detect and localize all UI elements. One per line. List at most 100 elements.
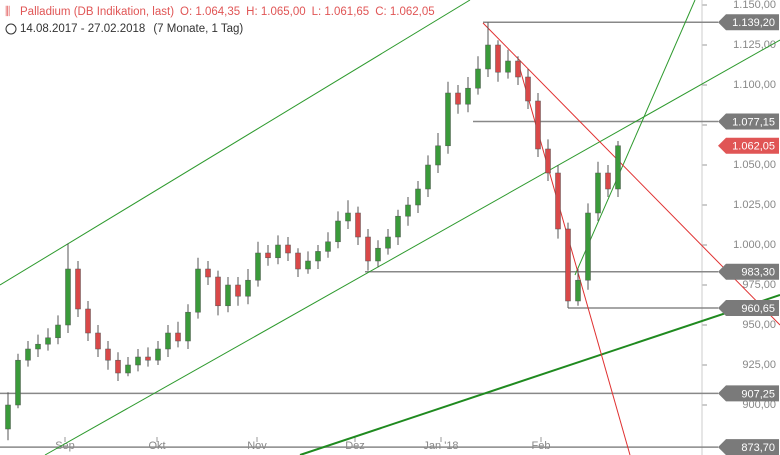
- level-box: [718, 113, 779, 130]
- candle-body: [155, 348, 161, 361]
- candle-body: [245, 279, 251, 297]
- candle-body: [285, 244, 291, 254]
- candle-body: [345, 212, 351, 222]
- candle-body: [105, 348, 111, 361]
- candle-body: [295, 252, 301, 270]
- candle-body: [65, 268, 71, 326]
- candle-body: [25, 348, 31, 361]
- level-label: 1.139,20: [732, 17, 775, 29]
- level-box: [718, 439, 779, 455]
- candle-body: [135, 356, 141, 366]
- x-tick-label: Feb: [532, 440, 551, 452]
- level-box: [718, 299, 779, 316]
- candle-body: [455, 92, 461, 105]
- level-box: [718, 263, 779, 280]
- candle-body: [55, 324, 61, 339]
- candle-body: [495, 44, 501, 73]
- candle-body: [475, 68, 481, 89]
- candle-body: [355, 212, 361, 238]
- candle-body: [35, 343, 41, 350]
- candle-body: [555, 172, 561, 230]
- candle-body: [235, 284, 241, 297]
- candle-body: [505, 60, 511, 73]
- candle-body: [265, 252, 271, 259]
- candle-body: [115, 359, 121, 374]
- x-tick-label: Dez: [345, 440, 365, 452]
- level-label: 983,30: [741, 267, 775, 279]
- level-box: [718, 385, 779, 402]
- candle-body: [365, 236, 371, 262]
- ohlc-open: O: 1.064,35: [180, 6, 240, 18]
- header: ⫼ Palladium (DB Indikation, last) O: 1.06…: [5, 5, 435, 35]
- candle-body: [15, 359, 21, 406]
- level-label: 960,65: [741, 303, 775, 315]
- candle-body: [185, 311, 191, 342]
- candle-body: [485, 44, 491, 70]
- y-tick-label: 1.150,00: [733, 0, 776, 11]
- candle-body: [575, 279, 581, 302]
- candle-body: [255, 252, 261, 281]
- level-label: 873,70: [741, 442, 775, 454]
- candle-body: [445, 92, 451, 147]
- level-label: 907,25: [741, 388, 775, 400]
- level-box: [718, 137, 779, 154]
- candle-body: [605, 172, 611, 190]
- x-tick-label: Nov: [247, 440, 267, 452]
- candle-body: [375, 247, 381, 262]
- candle-body: [145, 356, 151, 361]
- candle-body: [425, 164, 431, 190]
- date-range: 14.08.2017 - 27.02.2018: [20, 23, 145, 35]
- ohlc-close: C: 1.062,05: [375, 6, 434, 18]
- y-tick-label: 1.050,00: [733, 159, 776, 171]
- candle-body: [615, 145, 621, 190]
- candle-body: [215, 276, 221, 307]
- candle-body: [545, 148, 551, 174]
- candle-body: [515, 60, 521, 78]
- candle-body: [75, 268, 81, 310]
- candle-body: [205, 268, 211, 278]
- instrument-name: Palladium (DB Indikation, last): [20, 6, 174, 18]
- candle-body: [435, 145, 441, 166]
- candle-body: [325, 241, 331, 252]
- candle-body: [275, 244, 281, 259]
- x-tick-label: Okt: [148, 440, 165, 452]
- candle-body: [85, 308, 91, 334]
- level-label: 1.077,15: [732, 116, 775, 128]
- candle-body: [335, 220, 341, 243]
- y-tick-label: 950,00: [742, 319, 776, 331]
- candle-body: [95, 332, 101, 350]
- candle-body: [535, 100, 541, 150]
- x-tick-label: Sep: [55, 440, 75, 452]
- y-tick-label: 1.000,00: [733, 239, 776, 251]
- candle-body: [5, 404, 11, 430]
- y-tick-label: 1.125,00: [733, 39, 776, 51]
- candle-body: [585, 212, 591, 281]
- candle-body: [305, 260, 311, 270]
- candle-body: [315, 251, 321, 262]
- header-line: 14.08.2017 - 27.02.2018 (7 Monate, 1 Tag): [20, 23, 243, 35]
- candle-body: [415, 188, 421, 206]
- y-tick-label: 1.025,00: [733, 199, 776, 211]
- icon: ⫼: [5, 5, 10, 18]
- y-tick-label: 975,00: [742, 279, 776, 291]
- candle-body: [405, 204, 411, 217]
- candle-body: [395, 215, 401, 238]
- ohlc-low: L: 1.061,65: [312, 6, 370, 18]
- candle-body: [465, 87, 471, 105]
- candle-body: [45, 337, 51, 345]
- candle-body: [565, 228, 571, 302]
- candle-body: [165, 332, 171, 350]
- candle-body: [125, 364, 131, 374]
- candle-body: [595, 172, 601, 214]
- level-box: [718, 14, 779, 31]
- span: (7 Monate, 1 Tag): [153, 23, 243, 35]
- candle-body: [225, 284, 231, 307]
- header-line: Palladium (DB Indikation, last) O: 1.064,…: [20, 6, 435, 18]
- level-label: 1.062,05: [732, 141, 775, 153]
- candle-body: [195, 268, 201, 313]
- y-tick-label: 1.100,00: [733, 79, 776, 91]
- candle-body: [385, 236, 391, 249]
- ohlc-high: H: 1.065,00: [246, 6, 305, 18]
